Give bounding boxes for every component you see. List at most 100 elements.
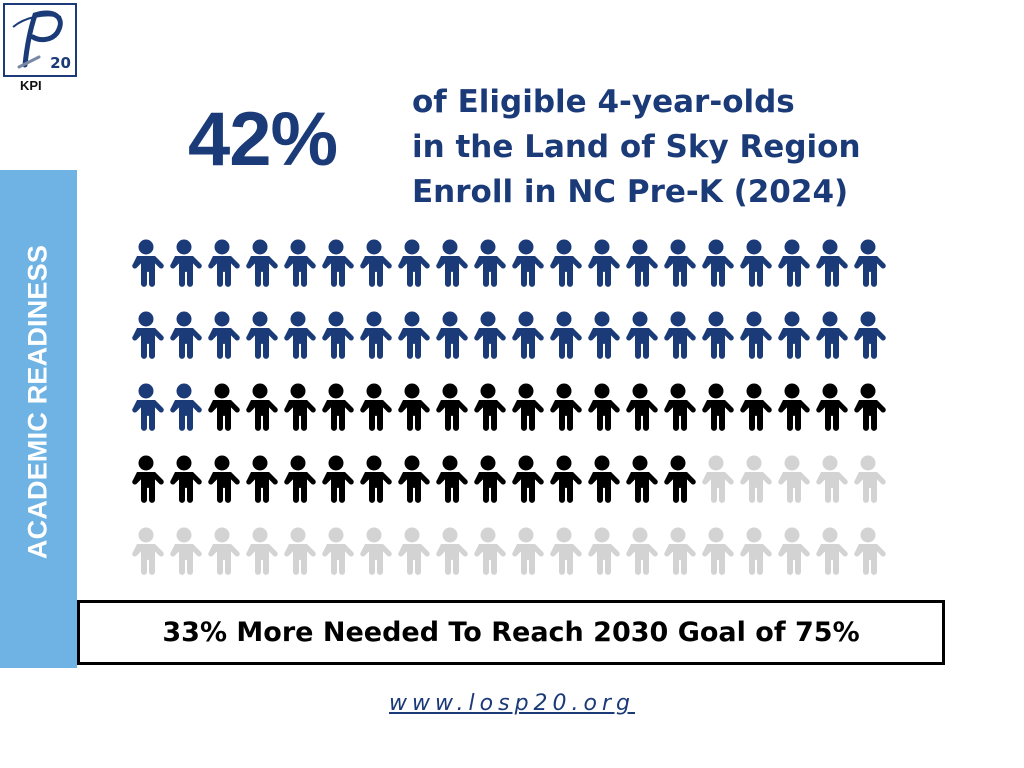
person-icon bbox=[854, 527, 886, 575]
person-icon bbox=[436, 455, 468, 503]
headline-text: of Eligible 4-year-olds in the Land of S… bbox=[412, 80, 861, 215]
person-icon bbox=[246, 527, 278, 575]
person-icon bbox=[436, 383, 468, 431]
person-icon bbox=[208, 311, 240, 359]
headline-line-1: of Eligible 4-year-olds bbox=[412, 84, 795, 120]
person-icon bbox=[360, 527, 392, 575]
pictogram-chart bbox=[127, 232, 887, 596]
person-icon bbox=[132, 383, 164, 431]
person-icon bbox=[664, 455, 696, 503]
person-icon bbox=[246, 455, 278, 503]
person-icon bbox=[322, 239, 354, 287]
person-icon bbox=[702, 455, 734, 503]
person-icon bbox=[626, 311, 658, 359]
person-icon bbox=[132, 239, 164, 287]
person-icon bbox=[816, 383, 848, 431]
person-icon bbox=[740, 527, 772, 575]
person-icon bbox=[474, 455, 506, 503]
person-icon bbox=[246, 383, 278, 431]
person-icon bbox=[626, 383, 658, 431]
person-icon bbox=[778, 383, 810, 431]
person-icon bbox=[360, 455, 392, 503]
person-icon bbox=[474, 383, 506, 431]
person-icon bbox=[208, 383, 240, 431]
person-icon bbox=[132, 311, 164, 359]
person-icon bbox=[816, 239, 848, 287]
person-icon bbox=[512, 527, 544, 575]
sidebar-label: ACADEMIC READINESS bbox=[22, 244, 53, 560]
person-icon bbox=[436, 311, 468, 359]
person-icon bbox=[284, 527, 316, 575]
person-icon bbox=[246, 311, 278, 359]
person-icon bbox=[854, 383, 886, 431]
person-icon bbox=[740, 455, 772, 503]
goal-text: 33% More Needed To Reach 2030 Goal of 75… bbox=[162, 617, 860, 648]
person-icon bbox=[398, 383, 430, 431]
person-icon bbox=[778, 527, 810, 575]
person-icon bbox=[474, 239, 506, 287]
person-icon bbox=[398, 239, 430, 287]
person-icon bbox=[664, 311, 696, 359]
person-icon bbox=[474, 527, 506, 575]
person-icon bbox=[778, 239, 810, 287]
person-icon bbox=[360, 383, 392, 431]
person-icon bbox=[816, 455, 848, 503]
person-icon bbox=[398, 455, 430, 503]
logo-caption: KPI bbox=[20, 78, 42, 93]
person-icon bbox=[626, 239, 658, 287]
person-icon bbox=[512, 239, 544, 287]
person-icon bbox=[322, 383, 354, 431]
person-icon bbox=[322, 527, 354, 575]
person-icon bbox=[702, 527, 734, 575]
person-icon bbox=[550, 239, 582, 287]
person-icon bbox=[778, 311, 810, 359]
person-icon bbox=[664, 527, 696, 575]
person-icon bbox=[512, 455, 544, 503]
person-icon bbox=[284, 455, 316, 503]
person-icon bbox=[550, 311, 582, 359]
logo-p-mark bbox=[12, 10, 63, 69]
person-icon bbox=[208, 239, 240, 287]
logo: 20 bbox=[3, 3, 77, 77]
person-icon bbox=[512, 311, 544, 359]
person-icon bbox=[854, 311, 886, 359]
logo-number: 20 bbox=[50, 54, 71, 72]
person-icon bbox=[208, 455, 240, 503]
person-icon bbox=[398, 311, 430, 359]
person-icon bbox=[284, 239, 316, 287]
pictogram-svg bbox=[132, 239, 886, 575]
person-icon bbox=[702, 383, 734, 431]
person-icon bbox=[626, 527, 658, 575]
footer-link[interactable]: www.losp20.org bbox=[388, 691, 636, 716]
person-icon bbox=[170, 455, 202, 503]
person-icon bbox=[550, 455, 582, 503]
person-icon bbox=[550, 383, 582, 431]
person-icon bbox=[702, 239, 734, 287]
person-icon bbox=[208, 527, 240, 575]
person-icon bbox=[512, 383, 544, 431]
person-icon bbox=[816, 527, 848, 575]
person-icon bbox=[854, 239, 886, 287]
person-icon bbox=[170, 383, 202, 431]
goal-box: 33% More Needed To Reach 2030 Goal of 75… bbox=[77, 600, 945, 665]
person-icon bbox=[588, 383, 620, 431]
person-icon bbox=[246, 239, 278, 287]
person-icon bbox=[588, 527, 620, 575]
person-icon bbox=[436, 527, 468, 575]
person-icon bbox=[740, 383, 772, 431]
person-icon bbox=[398, 527, 430, 575]
person-icon bbox=[626, 455, 658, 503]
headline-line-2: in the Land of Sky Region bbox=[412, 129, 861, 165]
person-icon bbox=[702, 311, 734, 359]
person-icon bbox=[284, 383, 316, 431]
person-icon bbox=[284, 311, 316, 359]
person-icon bbox=[588, 455, 620, 503]
headline-line-3: Enroll in NC Pre-K (2024) bbox=[412, 174, 849, 210]
person-icon bbox=[740, 239, 772, 287]
person-icon bbox=[170, 239, 202, 287]
person-icon bbox=[816, 311, 848, 359]
person-icon bbox=[550, 527, 582, 575]
person-icon bbox=[664, 383, 696, 431]
person-icon bbox=[360, 311, 392, 359]
person-icon bbox=[664, 239, 696, 287]
